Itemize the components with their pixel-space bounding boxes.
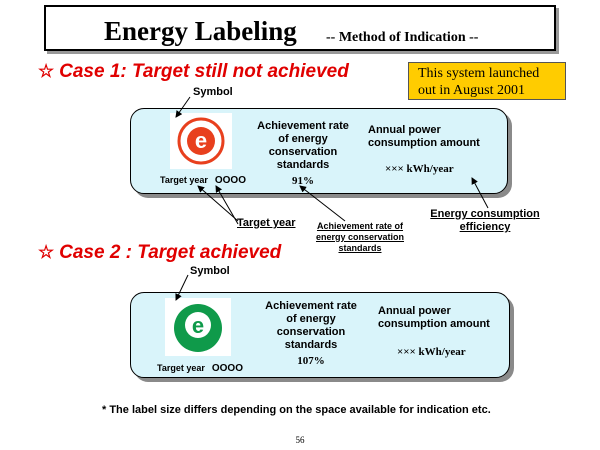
svg-text:e: e	[192, 313, 204, 338]
case1-heading: ☆ Case 1: Target still not achieved	[38, 62, 349, 81]
target-year-pointer-a	[197, 185, 239, 222]
case2-rate-line: conservation	[276, 326, 346, 338]
case2-annual-power: Annual power consumption amount	[378, 305, 490, 331]
case1-heading-text: Case 1: Target still not achieved	[59, 61, 349, 82]
case2-kwh-value: ××× kWh/year	[397, 346, 466, 358]
page-title: Energy Labeling	[104, 16, 297, 46]
case2-annual-line: Annual power	[378, 305, 451, 317]
page-number: 56	[295, 435, 305, 445]
target-year-pointer-b	[215, 185, 239, 225]
case2-heading: ☆ Case 2 : Target achieved	[38, 243, 281, 262]
callout-efficiency-line: efficiency	[459, 221, 511, 233]
case1-annual-line: consumption amount	[368, 137, 480, 149]
case2-achievement-rate: Achievement rate of energy conservation …	[256, 300, 366, 368]
case1-rate-line: standards	[276, 159, 330, 171]
efficiency-pointer	[471, 177, 489, 209]
case2-annual-line: consumption amount	[378, 318, 490, 330]
launch-notice-line2: out in August 2001	[418, 83, 525, 98]
callout-efficiency-line: Energy consumption	[430, 208, 540, 220]
callout-rate-line: energy conservation	[315, 232, 405, 242]
case2-target-year: Target year OOOO	[157, 363, 243, 374]
case1-logo-box: e	[170, 113, 232, 169]
case1-symbol-label: Symbol	[193, 86, 233, 98]
case1-target-year: Target year OOOO	[160, 175, 246, 186]
case2-rate-line: standards	[284, 339, 338, 351]
case2-heading-text: Case 2 : Target achieved	[59, 242, 282, 263]
case1-achievement-rate: Achievement rate of energy conservation …	[248, 120, 358, 188]
case2-symbol-label: Symbol	[190, 265, 230, 277]
case1-symbol-pointer	[175, 96, 191, 118]
case1-rate-value: 91%	[292, 175, 314, 187]
case2-rate-line: of energy	[286, 313, 336, 325]
case2-target-year-label: Target year	[157, 363, 205, 373]
achievement-rate-pointer	[299, 185, 346, 222]
case1-annual-line: Annual power	[368, 124, 441, 136]
case2-logo-box: e	[165, 298, 231, 356]
callout-energy-efficiency: Energy consumption efficiency	[420, 208, 550, 234]
launch-notice: This system launched out in August 2001	[408, 62, 566, 100]
page-subtitle: -- Method of Indication --	[326, 30, 479, 45]
case2-rate-value: 107%	[297, 355, 325, 367]
star-icon: ☆	[38, 61, 55, 81]
case1-rate-line: of energy	[278, 133, 328, 145]
callout-target-year: Target year	[237, 217, 296, 229]
callout-rate-line: standards	[338, 243, 382, 253]
case1-rate-line: conservation	[268, 146, 338, 158]
case1-annual-power: Annual power consumption amount	[368, 124, 480, 150]
case1-target-year-value: OOOO	[214, 175, 246, 186]
case2-energy-e-icon: e	[174, 304, 222, 352]
footnote: * The label size differs depending on th…	[102, 404, 491, 416]
case2-symbol-pointer	[175, 274, 189, 301]
launch-notice-line1: This system launched	[418, 66, 540, 81]
case2-rate-line: Achievement rate	[265, 300, 357, 312]
case1-kwh-value: ××× kWh/year	[385, 163, 454, 175]
star-icon: ☆	[38, 242, 55, 262]
svg-text:e: e	[195, 128, 207, 153]
case1-target-year-label: Target year	[160, 175, 208, 185]
case1-rate-line: Achievement rate	[257, 120, 349, 132]
case1-energy-e-icon: e	[177, 117, 225, 165]
title-banner	[44, 5, 556, 51]
callout-rate-line: Achievement rate of	[316, 221, 404, 231]
case2-target-year-value: OOOO	[211, 363, 243, 374]
callout-achievement-rate: Achievement rate of energy conservation …	[306, 221, 414, 254]
